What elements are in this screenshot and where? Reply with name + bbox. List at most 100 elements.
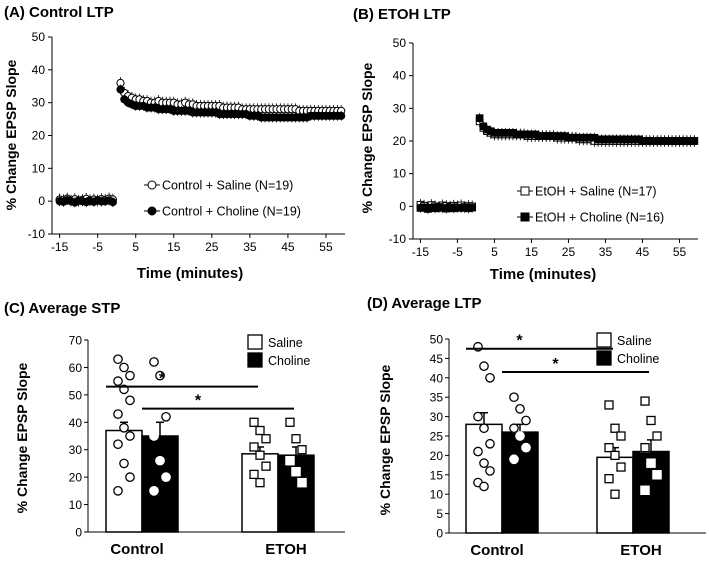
individual-point bbox=[479, 423, 489, 434]
y-tick-label: 20 bbox=[393, 134, 407, 148]
y-tick-label: -10 bbox=[28, 227, 46, 241]
data-point bbox=[690, 137, 699, 145]
individual-point bbox=[509, 392, 519, 403]
data-point bbox=[108, 198, 117, 207]
y-tick-label: 50 bbox=[69, 388, 83, 402]
individual-point bbox=[610, 423, 620, 433]
individual-point bbox=[161, 472, 171, 482]
individual-point bbox=[155, 455, 165, 466]
individual-point bbox=[509, 423, 519, 434]
y-tick-label: 0 bbox=[38, 194, 45, 208]
panel-d-y-axis-label: % Change EPSP Slope bbox=[377, 364, 393, 515]
individual-point bbox=[255, 477, 265, 488]
y-tick-label: 35 bbox=[430, 391, 444, 405]
legend-label: Saline bbox=[617, 334, 652, 348]
bar bbox=[105, 429, 143, 533]
legend-label: Control + Saline (N=19) bbox=[162, 179, 293, 193]
panel-a-x-axis-label: Time (minutes) bbox=[137, 265, 243, 282]
individual-point bbox=[652, 431, 662, 441]
individual-point bbox=[473, 411, 483, 422]
individual-point bbox=[515, 403, 525, 414]
y-tick-label: 10 bbox=[430, 488, 444, 502]
individual-point bbox=[479, 458, 489, 469]
legend-marker bbox=[520, 186, 530, 196]
individual-point bbox=[521, 415, 531, 426]
y-tick-label: 45 bbox=[430, 352, 444, 366]
individual-point-outline bbox=[646, 458, 656, 468]
y-tick-label: 0 bbox=[399, 199, 406, 213]
individual-point bbox=[616, 431, 626, 441]
individual-point bbox=[473, 446, 483, 457]
y-tick-label: 30 bbox=[69, 443, 83, 457]
legend-label: Saline bbox=[268, 336, 303, 350]
individual-point bbox=[604, 442, 614, 453]
individual-point bbox=[113, 376, 123, 386]
significance-star: * bbox=[516, 333, 523, 350]
individual-point bbox=[652, 470, 662, 480]
individual-point bbox=[515, 431, 525, 441]
category-label: Control bbox=[470, 542, 523, 559]
individual-point bbox=[255, 450, 265, 460]
y-tick-label: 30 bbox=[393, 101, 407, 115]
individual-point bbox=[249, 442, 259, 452]
individual-point bbox=[261, 434, 271, 444]
series-0 bbox=[416, 115, 699, 214]
bar bbox=[501, 431, 539, 534]
individual-point bbox=[604, 400, 614, 410]
data-point bbox=[116, 85, 125, 94]
x-tick-label: 55 bbox=[673, 245, 687, 259]
individual-point bbox=[113, 439, 123, 450]
legend-label: EtOH + Saline (N=17) bbox=[535, 185, 657, 199]
x-tick-label: 15 bbox=[167, 240, 181, 254]
y-tick-label: 0 bbox=[436, 527, 443, 541]
individual-point bbox=[285, 417, 295, 427]
individual-point bbox=[604, 474, 614, 484]
y-tick-label: 20 bbox=[69, 471, 83, 485]
individual-point bbox=[125, 395, 135, 406]
legend-marker bbox=[147, 180, 157, 190]
individual-point bbox=[479, 361, 489, 372]
data-point bbox=[475, 114, 484, 122]
y-tick-label: 40 bbox=[32, 63, 46, 77]
individual-point bbox=[149, 486, 159, 496]
y-tick-label: 40 bbox=[393, 69, 407, 83]
individual-point bbox=[610, 489, 620, 499]
series-1 bbox=[416, 113, 699, 214]
series-1 bbox=[55, 84, 346, 208]
y-tick-label: 30 bbox=[32, 96, 46, 110]
individual-point bbox=[155, 370, 165, 381]
individual-point bbox=[485, 372, 495, 383]
legend-swatch bbox=[596, 350, 612, 366]
x-tick-label: -15 bbox=[412, 245, 430, 259]
legend-label: Control + Choline (N=19) bbox=[162, 205, 301, 219]
x-tick-label: 5 bbox=[491, 245, 498, 259]
individual-point bbox=[113, 354, 123, 365]
bar bbox=[141, 435, 179, 533]
x-tick-label: 45 bbox=[281, 240, 295, 254]
panel-a-control-ltp: (A) Control LTP % Change EPSP Slope Time… bbox=[3, 4, 346, 282]
individual-point bbox=[149, 431, 159, 441]
panel-b-x-axis-label: Time (minutes) bbox=[490, 266, 596, 283]
individual-point-outline bbox=[640, 485, 650, 495]
legend-label: Choline bbox=[268, 354, 310, 368]
significance-star: * bbox=[195, 393, 202, 410]
y-tick-label: 20 bbox=[32, 129, 46, 143]
individual-point bbox=[640, 396, 650, 406]
individual-point bbox=[119, 422, 129, 433]
individual-point-outline bbox=[652, 470, 662, 480]
legend-swatch bbox=[247, 334, 263, 350]
individual-point bbox=[249, 417, 259, 427]
individual-point bbox=[485, 438, 495, 449]
panel-c-average-stp: (C) Average STP % Change EPSP Slope 0 10 2… bbox=[4, 300, 345, 558]
y-tick-label: 0 bbox=[75, 526, 82, 540]
y-tick-label: 20 bbox=[430, 449, 444, 463]
significance-star: * bbox=[552, 356, 559, 373]
y-tick-label: -10 bbox=[389, 232, 407, 246]
category-label: ETOH bbox=[265, 541, 306, 558]
individual-point-outline bbox=[297, 477, 307, 488]
individual-point bbox=[610, 450, 620, 461]
individual-point bbox=[249, 469, 259, 480]
individual-point-outline bbox=[291, 467, 301, 477]
individual-point bbox=[119, 362, 129, 373]
